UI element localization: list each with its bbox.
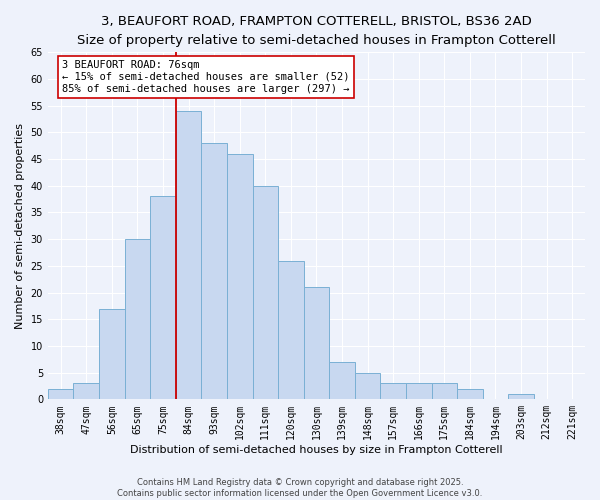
- Bar: [73, 384, 99, 400]
- Bar: [355, 372, 380, 400]
- Title: 3, BEAUFORT ROAD, FRAMPTON COTTERELL, BRISTOL, BS36 2AD
Size of property relativ: 3, BEAUFORT ROAD, FRAMPTON COTTERELL, BR…: [77, 15, 556, 47]
- Bar: [431, 384, 457, 400]
- Bar: [304, 287, 329, 400]
- Bar: [202, 143, 227, 400]
- Bar: [329, 362, 355, 400]
- Bar: [99, 308, 125, 400]
- Bar: [176, 111, 202, 400]
- Bar: [380, 384, 406, 400]
- Text: Contains HM Land Registry data © Crown copyright and database right 2025.
Contai: Contains HM Land Registry data © Crown c…: [118, 478, 482, 498]
- X-axis label: Distribution of semi-detached houses by size in Frampton Cotterell: Distribution of semi-detached houses by …: [130, 445, 503, 455]
- Bar: [48, 388, 73, 400]
- Y-axis label: Number of semi-detached properties: Number of semi-detached properties: [15, 123, 25, 329]
- Bar: [253, 186, 278, 400]
- Text: 3 BEAUFORT ROAD: 76sqm
← 15% of semi-detached houses are smaller (52)
85% of sem: 3 BEAUFORT ROAD: 76sqm ← 15% of semi-det…: [62, 60, 349, 94]
- Bar: [508, 394, 534, 400]
- Bar: [150, 196, 176, 400]
- Bar: [457, 388, 482, 400]
- Bar: [406, 384, 431, 400]
- Bar: [227, 154, 253, 400]
- Bar: [125, 239, 150, 400]
- Bar: [278, 260, 304, 400]
